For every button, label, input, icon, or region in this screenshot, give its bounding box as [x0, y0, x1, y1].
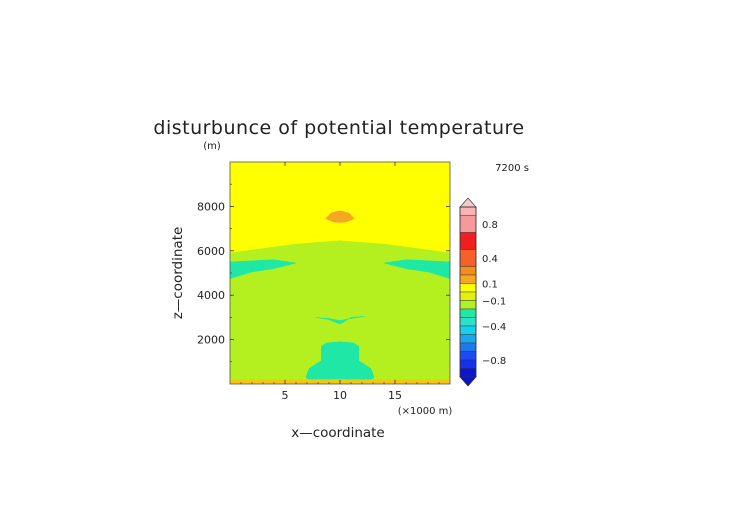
y-tick-label-4000: 4000 — [197, 289, 225, 302]
colorbar-band — [459, 249, 477, 267]
colorbar-band — [459, 283, 477, 293]
region-warm-blob-top — [325, 210, 355, 223]
colorbar-band — [459, 359, 477, 369]
y-tick-label-6000: 6000 — [197, 245, 225, 258]
colorbar-band — [459, 266, 477, 276]
chart-title: disturbunce of potential temperature — [153, 117, 524, 139]
colorbar-band — [459, 274, 477, 284]
colorbar-frame — [459, 206, 477, 378]
colorbar-label: 0.1 — [482, 280, 498, 291]
colorbar-band — [459, 232, 477, 250]
region-cool-plume-bottom — [305, 341, 375, 384]
y-unit-label: (m) — [203, 141, 221, 152]
colorbar-band — [459, 342, 477, 352]
colorbar-top-cap — [459, 197, 477, 208]
colorbar-bottom-cap — [459, 376, 477, 387]
region-cool-filament — [315, 315, 365, 325]
x-tick-label-5: 5 — [282, 389, 289, 402]
y-tick-label-8000: 8000 — [197, 200, 225, 213]
region-upper-warm-layer — [230, 162, 450, 254]
colorbar: 0.8 0.4 0.1 −0.1 −0.4 −0.8 — [459, 197, 506, 387]
x-axis-label: x—coordinate — [291, 425, 385, 441]
colorbar-band — [459, 308, 477, 318]
time-label: 7200 s — [495, 163, 529, 174]
x-tick-label-10: 10 — [333, 389, 347, 402]
colorbar-band — [459, 368, 477, 378]
colorbar-label: 0.8 — [482, 220, 498, 231]
colorbar-band — [459, 334, 477, 344]
axes: 5 10 15 2000 4000 6000 8000 — [197, 161, 451, 402]
title-group: disturbunce of potential temperature 720… — [153, 117, 529, 174]
region-lower-neutral-layer — [230, 240, 450, 384]
colorbar-band — [459, 291, 477, 301]
region-cool-lobe-right — [383, 259, 450, 279]
x-unit-label: (×1000 m) — [398, 406, 453, 417]
colorbar-label: 0.4 — [482, 254, 498, 265]
y-axis-label: z—coordinate — [170, 227, 186, 320]
region-cool-lobe-left — [230, 259, 297, 279]
colorbar-band — [459, 206, 477, 216]
colorbar-band — [459, 325, 477, 335]
colorbar-band — [459, 300, 477, 310]
x-tick-label-15: 15 — [388, 389, 402, 402]
colorbar-band — [459, 317, 477, 327]
colorbar-label: −0.8 — [482, 356, 506, 367]
colorbar-label: −0.1 — [482, 297, 506, 308]
colorbar-label: −0.4 — [482, 322, 506, 333]
contour-regions — [230, 162, 450, 384]
colorbar-band — [459, 351, 477, 361]
colorbar-band — [459, 215, 477, 233]
y-tick-label-2000: 2000 — [197, 334, 225, 347]
